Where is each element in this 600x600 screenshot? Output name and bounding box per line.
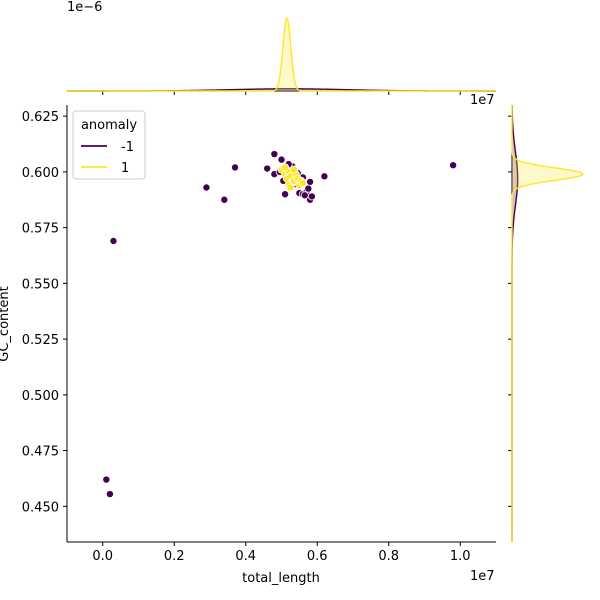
- right-density-line-pos1: [511, 105, 584, 542]
- scatter-point: [270, 150, 279, 159]
- top-marginal-offset-label: 1e−6: [67, 0, 102, 15]
- right-marginal-plot: [508, 104, 584, 542]
- scatter-point: [109, 237, 118, 246]
- x-tick-label: 0.0: [92, 549, 113, 564]
- top-density-fill-pos1: [67, 18, 496, 91]
- x-tick-label: 1.0: [450, 549, 471, 564]
- x-tick-label: 0.8: [378, 549, 399, 564]
- scatter-point: [306, 177, 315, 186]
- main-scatter-plot: 0.0 0.2 0.4 0.6 0.8 1.0 0.450 0.475 0.500 0.525 0.…: [22, 105, 496, 564]
- y-tick-label: 0.525: [22, 333, 59, 348]
- y-tick-label: 0.450: [22, 500, 59, 515]
- x-offset-label: 1e7: [470, 569, 495, 584]
- scatter-point: [263, 164, 272, 173]
- scatter-point: [102, 475, 111, 484]
- scatter-point: [290, 165, 299, 174]
- scatter-point: [277, 155, 286, 164]
- right-density-fill-neg1: [512, 105, 518, 542]
- scatter-point: [231, 163, 240, 172]
- legend-frame: [72, 110, 146, 180]
- top-marginal-plot: [67, 16, 496, 95]
- y-tick-label: 0.500: [22, 389, 59, 404]
- scatter-point: [281, 190, 290, 199]
- x-tick-label: 0.4: [235, 549, 256, 564]
- scatter-point: [320, 172, 329, 181]
- top-density-fill-neg1: [67, 88, 496, 91]
- scatter-point: [202, 183, 211, 192]
- x-axis-label: total_length: [242, 571, 320, 586]
- legend-label-neg1: -1: [121, 140, 134, 155]
- scatter-point: [298, 179, 307, 188]
- scatter-point: [449, 161, 458, 170]
- legend: anomaly -1 1: [72, 110, 146, 180]
- y-tick-label: 0.575: [22, 222, 59, 237]
- scatter-point: [304, 184, 313, 193]
- y-axis-label: GC_content: [0, 286, 12, 361]
- top-density-line-pos1: [67, 16, 496, 92]
- scatter-point: [281, 163, 290, 172]
- scatter-point: [220, 195, 229, 204]
- scatter-point: [300, 191, 309, 200]
- legend-title: anomaly: [81, 118, 137, 133]
- x-tick-label: 0.2: [164, 549, 185, 564]
- series-pos1: [277, 163, 307, 192]
- scatter-point: [105, 490, 114, 499]
- y-tick-label: 0.550: [22, 277, 59, 292]
- scatter-point: [286, 183, 295, 192]
- series-neg1: [102, 150, 458, 499]
- x-tick-label: 0.6: [307, 549, 328, 564]
- y-tick-label: 0.475: [22, 445, 59, 460]
- y-tick-label: 0.625: [22, 110, 59, 125]
- legend-label-pos1: 1: [121, 161, 129, 176]
- y-offset-label: 1e7: [470, 93, 495, 108]
- scatter-point: [307, 192, 316, 201]
- y-tick-label: 0.600: [22, 166, 59, 181]
